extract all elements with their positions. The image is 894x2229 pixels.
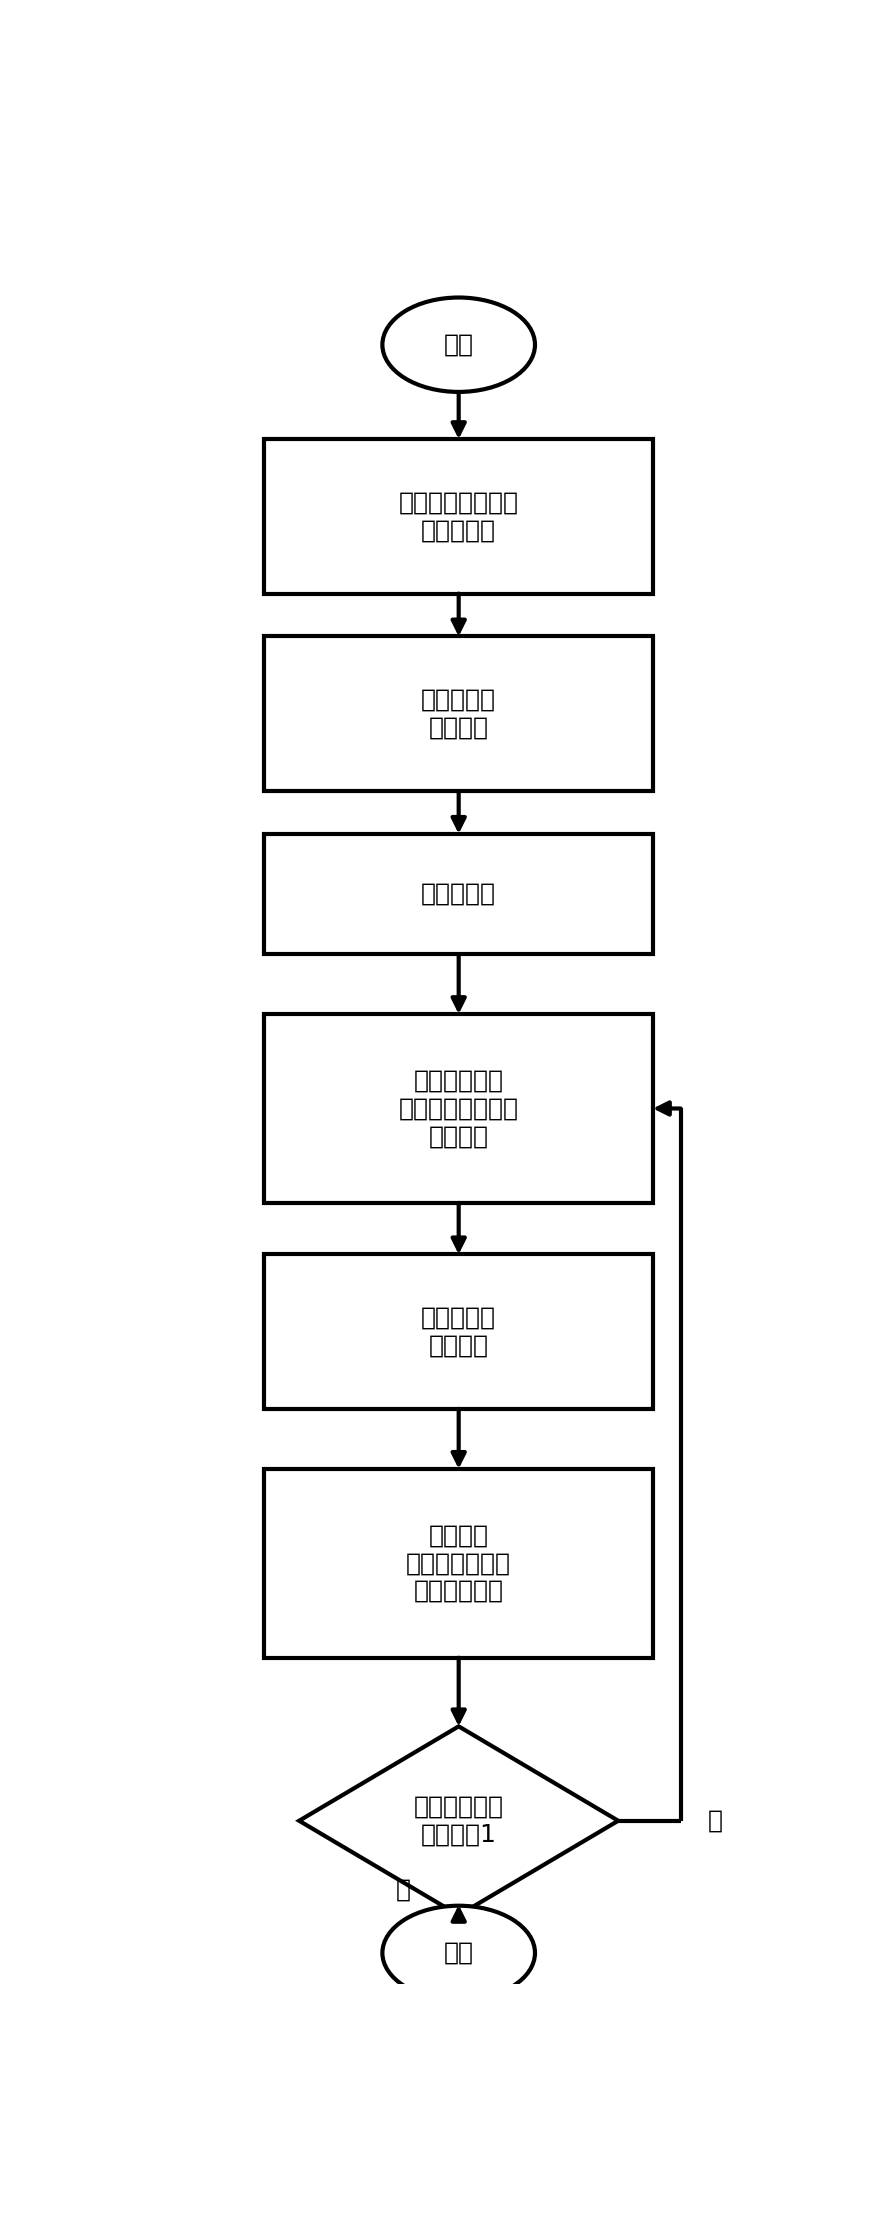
Text: 开始: 开始 xyxy=(443,332,473,357)
Polygon shape xyxy=(299,1725,618,1915)
Text: 对各相赋予
材料属性: 对各相赋予 材料属性 xyxy=(421,689,495,740)
Ellipse shape xyxy=(382,296,535,392)
Text: 设置分析步、
质量缩放系数以及
输出变量: 设置分析步、 质量缩放系数以及 输出变量 xyxy=(398,1068,519,1148)
Text: 生成装配件: 生成装配件 xyxy=(421,883,495,905)
Bar xyxy=(265,834,653,954)
Text: 否: 否 xyxy=(707,1808,722,1832)
Bar xyxy=(265,1255,653,1409)
Bar xyxy=(265,637,653,791)
Text: 忽略明显波动
比值接近1: 忽略明显波动 比值接近1 xyxy=(413,1794,503,1846)
Ellipse shape xyxy=(382,1906,535,1999)
Text: 设置接触与
边界条件: 设置接触与 边界条件 xyxy=(421,1306,495,1357)
Text: 创建细观几何模型
并划分网格: 创建细观几何模型 并划分网格 xyxy=(398,490,519,542)
Bar xyxy=(265,1014,653,1204)
Text: 是: 是 xyxy=(395,1877,410,1901)
Text: 提交分析
获得计算开始阶
段动内能比值: 提交分析 获得计算开始阶 段动内能比值 xyxy=(406,1522,510,1603)
Text: 结束: 结束 xyxy=(443,1941,473,1966)
Bar xyxy=(265,439,653,593)
Bar xyxy=(265,1469,653,1658)
